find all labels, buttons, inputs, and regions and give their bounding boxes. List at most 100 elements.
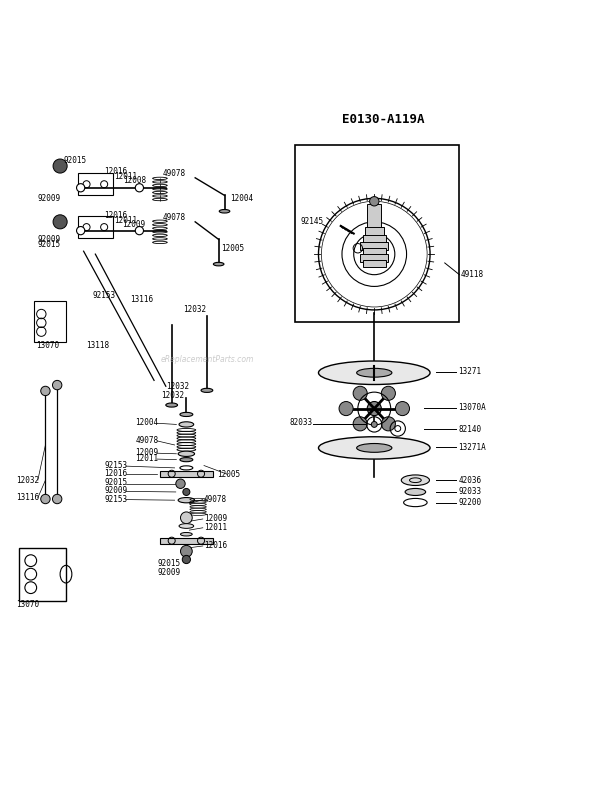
Text: 12032: 12032 xyxy=(161,391,184,400)
Circle shape xyxy=(182,556,191,564)
Text: 92153: 92153 xyxy=(104,494,127,504)
Circle shape xyxy=(135,184,143,192)
Bar xyxy=(362,248,386,256)
Text: 92009: 92009 xyxy=(157,568,180,577)
Text: 12011: 12011 xyxy=(114,216,137,224)
Bar xyxy=(362,235,386,244)
Ellipse shape xyxy=(405,489,425,495)
Text: 12005: 12005 xyxy=(217,470,240,479)
Ellipse shape xyxy=(181,533,192,536)
Circle shape xyxy=(41,494,50,504)
Text: 82140: 82140 xyxy=(458,424,481,434)
Circle shape xyxy=(353,417,367,431)
Circle shape xyxy=(395,401,409,416)
Ellipse shape xyxy=(180,412,193,416)
Text: 12032: 12032 xyxy=(16,476,39,485)
Text: 12011: 12011 xyxy=(135,454,158,463)
Text: 12032: 12032 xyxy=(183,306,206,314)
Text: 12016: 12016 xyxy=(104,167,127,177)
Text: 92145: 92145 xyxy=(301,217,324,226)
Circle shape xyxy=(381,417,395,431)
Text: 49118: 49118 xyxy=(461,270,484,279)
Text: 13070: 13070 xyxy=(37,341,60,349)
Bar xyxy=(365,227,384,236)
Ellipse shape xyxy=(357,369,392,377)
Text: 12011: 12011 xyxy=(114,171,137,181)
Ellipse shape xyxy=(180,458,193,462)
Text: 92153: 92153 xyxy=(104,461,127,470)
Bar xyxy=(160,538,213,544)
Circle shape xyxy=(181,512,192,524)
Bar xyxy=(362,260,386,267)
Circle shape xyxy=(369,197,379,206)
Bar xyxy=(78,216,113,238)
Circle shape xyxy=(53,494,62,504)
Text: 13271A: 13271A xyxy=(458,443,486,452)
Text: 49078: 49078 xyxy=(163,170,186,178)
Text: 92015: 92015 xyxy=(157,559,180,568)
Text: 92153: 92153 xyxy=(93,291,116,300)
Text: 92033: 92033 xyxy=(458,487,481,497)
Text: 12016: 12016 xyxy=(204,541,227,551)
Circle shape xyxy=(53,159,67,173)
Circle shape xyxy=(353,386,367,400)
Ellipse shape xyxy=(201,388,213,392)
Text: 12008: 12008 xyxy=(123,176,147,185)
Text: 92015: 92015 xyxy=(38,240,61,248)
Circle shape xyxy=(135,227,143,235)
Ellipse shape xyxy=(178,451,195,456)
Ellipse shape xyxy=(357,443,392,452)
Text: E0130-A119A: E0130-A119A xyxy=(342,112,424,126)
Text: 92009: 92009 xyxy=(104,486,127,495)
Text: eReplacementParts.com: eReplacementParts.com xyxy=(160,355,254,365)
Text: 92009: 92009 xyxy=(38,235,61,244)
Text: 92009: 92009 xyxy=(38,194,61,203)
Text: 12005: 12005 xyxy=(222,244,245,253)
Circle shape xyxy=(371,422,377,427)
Circle shape xyxy=(367,401,381,416)
Text: 42036: 42036 xyxy=(458,476,481,485)
Bar xyxy=(360,254,388,262)
Circle shape xyxy=(77,227,85,235)
Circle shape xyxy=(53,380,62,390)
Text: 13070: 13070 xyxy=(16,600,39,609)
Text: 13118: 13118 xyxy=(87,341,110,349)
Text: 13271: 13271 xyxy=(458,367,481,376)
Text: 49078: 49078 xyxy=(135,435,158,445)
Ellipse shape xyxy=(219,209,230,213)
Circle shape xyxy=(339,401,353,416)
Bar xyxy=(19,548,66,601)
Circle shape xyxy=(381,386,395,400)
Bar xyxy=(78,173,113,195)
Circle shape xyxy=(176,479,185,489)
Circle shape xyxy=(181,545,192,557)
Text: 92200: 92200 xyxy=(458,498,481,507)
Circle shape xyxy=(41,386,50,396)
Circle shape xyxy=(53,215,67,229)
Text: 49078: 49078 xyxy=(204,494,227,504)
Text: 13116: 13116 xyxy=(130,295,154,304)
Text: 92015: 92015 xyxy=(63,156,86,165)
Ellipse shape xyxy=(178,498,195,503)
Circle shape xyxy=(77,184,85,192)
Ellipse shape xyxy=(319,437,430,459)
Text: 13070A: 13070A xyxy=(458,404,486,412)
Text: 13116: 13116 xyxy=(16,494,39,502)
Text: 12009: 12009 xyxy=(204,514,227,523)
Text: 12009: 12009 xyxy=(135,448,158,457)
Bar xyxy=(295,146,460,322)
Text: 12016: 12016 xyxy=(104,212,127,220)
Text: 12011: 12011 xyxy=(204,523,227,532)
Ellipse shape xyxy=(214,263,224,266)
Text: 82033: 82033 xyxy=(289,418,312,427)
Ellipse shape xyxy=(319,361,430,384)
Text: 49078: 49078 xyxy=(163,213,186,221)
Text: 12032: 12032 xyxy=(166,382,189,391)
Ellipse shape xyxy=(401,475,430,486)
Text: 12004: 12004 xyxy=(135,418,158,427)
Ellipse shape xyxy=(179,422,194,427)
Circle shape xyxy=(183,489,190,495)
Text: 12004: 12004 xyxy=(231,194,254,203)
Text: 12016: 12016 xyxy=(104,469,127,478)
Text: 92015: 92015 xyxy=(104,478,127,487)
